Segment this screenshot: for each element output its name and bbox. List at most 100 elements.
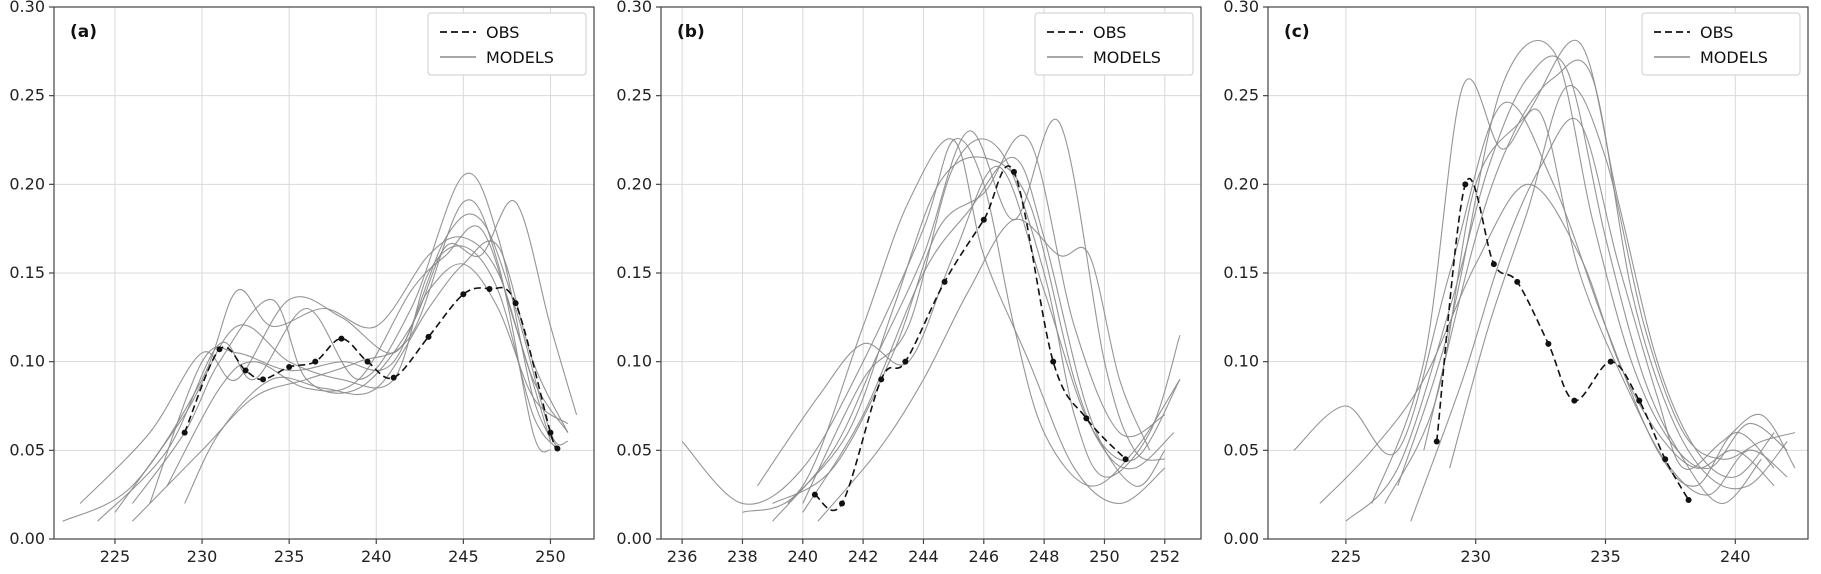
chart-panel-b: 236 238 240 242 244 246 248 250 252 0.00 0.05 0.10 0… — [607, 0, 1214, 574]
legend: OBS MODELS — [1034, 12, 1194, 76]
obs-marker — [1083, 415, 1090, 422]
obs-marker — [1122, 456, 1129, 463]
obs-marker — [1545, 340, 1552, 347]
obs-marker — [1010, 168, 1017, 175]
model-curve — [132, 199, 551, 522]
obs-marker — [839, 500, 846, 507]
obs-marker — [1514, 278, 1521, 285]
y-tick-label: 0.30 — [1223, 0, 1259, 16]
panel-background — [607, 0, 1214, 574]
x-tick-label: 244 — [908, 547, 939, 566]
obs-marker — [260, 376, 267, 383]
model-curve — [742, 138, 1166, 513]
y-tick-label: 0.10 — [616, 352, 652, 371]
obs-marker — [1490, 261, 1497, 268]
model-curve — [1410, 117, 1796, 522]
obs-marker — [554, 445, 561, 452]
panel-label: (a) — [70, 22, 97, 42]
legend-obs-label: OBS — [1700, 23, 1733, 42]
x-tick-label: 230 — [187, 547, 218, 566]
chart-svg: 236 238 240 242 244 246 248 250 252 0.00 0.05 0.10 0… — [607, 0, 1214, 574]
obs-marker — [1050, 358, 1057, 365]
obs-line — [814, 165, 1127, 512]
legend-box — [1034, 12, 1194, 76]
y-tick-label: 0.25 — [9, 86, 45, 105]
obs-marker — [1433, 438, 1440, 445]
y-tick-label: 0.15 — [1223, 263, 1259, 282]
model-curve — [184, 240, 569, 504]
obs-marker — [364, 358, 371, 365]
obs-marker — [980, 216, 987, 223]
y-tick-label: 0.00 — [9, 529, 45, 548]
obs-marker — [902, 358, 909, 365]
tick-labels: 225 230 235 240 0.00 0.05 0.10 0.15 0.20 0.25 0.30 — [1223, 0, 1750, 566]
y-tick-label: 0.00 — [616, 529, 652, 548]
obs-marker — [1685, 496, 1692, 503]
x-tick-label: 252 — [1150, 547, 1181, 566]
model-curves — [681, 118, 1181, 522]
y-tick-label: 0.20 — [1223, 174, 1259, 193]
model-curve — [681, 138, 1181, 505]
y-tick-label: 0.20 — [9, 174, 45, 193]
model-curve — [772, 134, 1166, 504]
legend-box — [427, 12, 587, 76]
tick-labels: 236 238 240 242 244 246 248 250 252 0.00 0.05 0.10 0… — [616, 0, 1180, 566]
model-curve — [802, 157, 1166, 513]
obs-curve — [1433, 178, 1692, 503]
panel-background — [0, 0, 607, 574]
y-tick-label: 0.00 — [1223, 529, 1259, 548]
model-curves — [1293, 39, 1796, 522]
obs-marker — [286, 363, 293, 370]
y-tick-label: 0.05 — [9, 440, 45, 459]
obs-marker — [941, 278, 948, 285]
x-tick-label: 242 — [848, 547, 879, 566]
y-tick-label: 0.10 — [1223, 352, 1259, 371]
model-curve — [79, 263, 569, 504]
chart-panel-c: 225 230 235 240 0.00 0.05 0.10 0.15 0.20 0.25 0.30… — [1214, 0, 1821, 574]
legend-models-label: MODELS — [486, 48, 554, 67]
x-tick-label: 230 — [1460, 547, 1491, 566]
y-tick-label: 0.20 — [616, 174, 652, 193]
x-tick-label: 245 — [448, 547, 479, 566]
legend-box — [1641, 12, 1801, 76]
obs-marker — [547, 429, 554, 436]
x-tick-label: 246 — [969, 547, 1000, 566]
model-curve — [772, 118, 1165, 522]
x-tick-label: 236 — [667, 547, 698, 566]
model-curve — [149, 213, 569, 504]
legend: OBS MODELS — [1641, 12, 1801, 76]
model-curve — [1319, 183, 1775, 504]
x-tick-label: 250 — [535, 547, 566, 566]
y-tick-label: 0.15 — [616, 263, 652, 282]
y-tick-label: 0.25 — [1223, 86, 1259, 105]
chart-svg: 225 230 235 240 0.00 0.05 0.10 0.15 0.20 0.25 0.30… — [1214, 0, 1821, 574]
chart-panel-a: 225 230 235 240 245 250 0.00 0.05 0.10 0.15 0.20 0.… — [0, 0, 607, 574]
legend: OBS MODELS — [427, 12, 587, 76]
obs-marker — [312, 358, 319, 365]
panel-label: (c) — [1284, 22, 1310, 42]
y-tick-label: 0.05 — [616, 440, 652, 459]
x-tick-label: 248 — [1029, 547, 1060, 566]
obs-marker — [460, 291, 467, 298]
obs-marker — [1636, 397, 1643, 404]
obs-marker — [216, 346, 223, 353]
obs-marker — [390, 374, 397, 381]
model-curve — [1293, 101, 1775, 487]
obs-marker — [512, 300, 519, 307]
obs-marker — [338, 335, 345, 342]
legend-obs-label: OBS — [486, 23, 519, 42]
legend-obs-label: OBS — [1093, 23, 1126, 42]
x-tick-label: 240 — [788, 547, 819, 566]
x-tick-label: 235 — [274, 547, 305, 566]
x-tick-label: 238 — [727, 547, 758, 566]
obs-marker — [1462, 181, 1469, 188]
y-tick-label: 0.05 — [1223, 440, 1259, 459]
x-tick-label: 250 — [1089, 547, 1120, 566]
x-tick-label: 240 — [361, 547, 392, 566]
y-tick-label: 0.30 — [9, 0, 45, 16]
model-curve — [817, 218, 1151, 522]
x-tick-label: 240 — [1720, 547, 1751, 566]
x-tick-label: 225 — [100, 547, 131, 566]
legend-models-label: MODELS — [1700, 48, 1768, 67]
